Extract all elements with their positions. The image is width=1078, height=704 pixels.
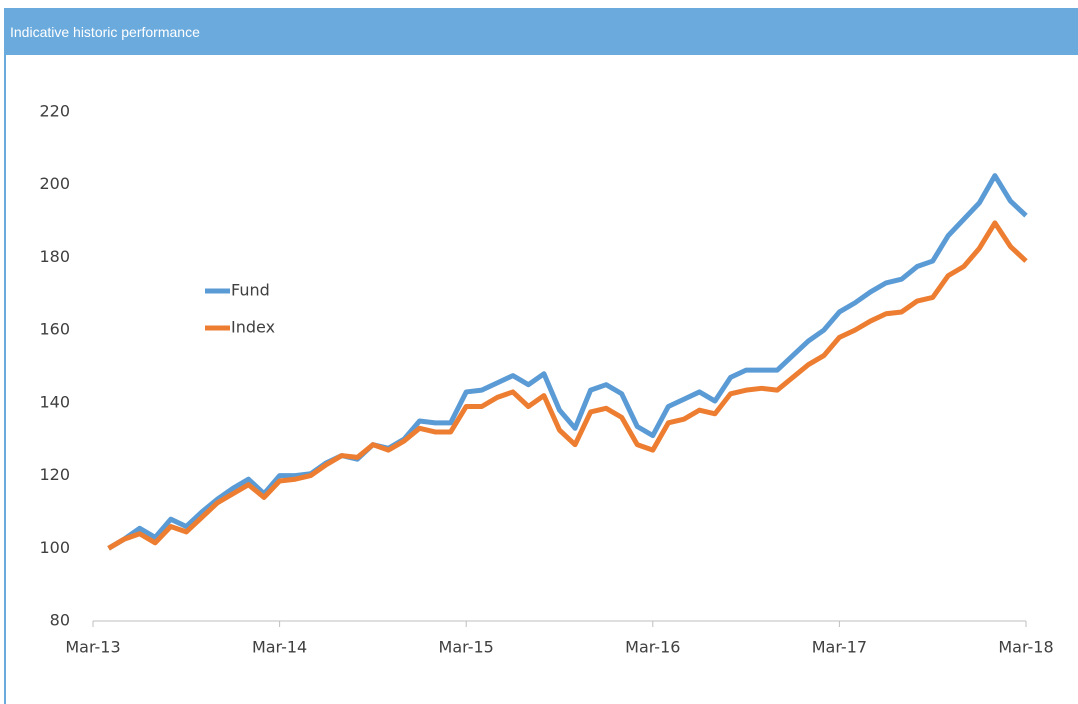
y-tick-label: 160 [39, 320, 70, 339]
legend-label: Index [231, 318, 275, 337]
x-tick-label: Mar-17 [812, 638, 867, 657]
y-tick-label: 200 [39, 174, 70, 193]
series-line [107, 220, 1028, 551]
x-tick-label: Mar-16 [625, 638, 680, 657]
y-tick-label: 80 [50, 611, 70, 630]
x-tick-label: Mar-13 [65, 638, 120, 657]
x-tick-label: Mar-15 [439, 638, 494, 657]
header-bar: Indicative historic performance [4, 8, 1078, 55]
y-tick-label: 120 [39, 465, 70, 484]
x-tick-label: Mar-14 [252, 638, 307, 657]
y-tick-label: 180 [39, 247, 70, 266]
y-tick-label: 140 [39, 392, 70, 411]
header-title: Indicative historic performance [10, 24, 200, 40]
y-tick-label: 100 [39, 538, 70, 557]
y-tick-label: 220 [39, 102, 70, 121]
legend-label: Fund [231, 281, 270, 300]
series-line [107, 173, 1028, 551]
panel-border [4, 55, 6, 704]
x-tick-label: Mar-18 [998, 638, 1053, 657]
